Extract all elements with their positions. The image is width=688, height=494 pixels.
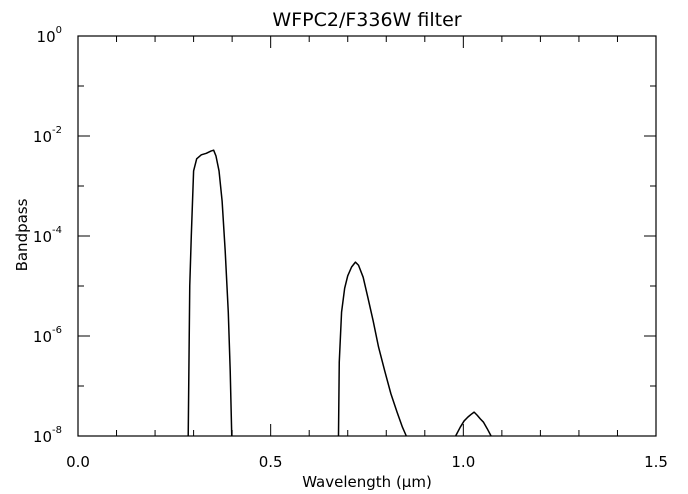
x-tick-label: 0.5: [259, 453, 283, 471]
y-tick-label: 10-8: [33, 425, 62, 446]
y-tick-label: 10-2: [33, 125, 62, 146]
chart-title: WFPC2/F336W filter: [272, 9, 461, 31]
x-tick-label: 1.0: [451, 453, 475, 471]
y-axis-label: Bandpass: [13, 198, 31, 271]
bandpass-curve-segment: [187, 149, 233, 437]
y-tick-label: 10-4: [33, 225, 62, 246]
axis-ticks: 0.0 0.5 1.0 1.5 100 10-2 10-4 10-6 10-8: [33, 25, 668, 471]
plot-frame: [77, 35, 657, 437]
x-axis-label: Wavelength (μm): [302, 473, 432, 491]
x-tick-label: 1.5: [644, 453, 668, 471]
bandpass-curve-segment: [337, 261, 407, 437]
data-series: [187, 149, 492, 437]
x-tick-label: 0.0: [66, 453, 90, 471]
bandpass-curve-segment: [454, 411, 492, 437]
y-tick-label: 10-6: [33, 325, 62, 346]
y-tick-label: 100: [37, 25, 62, 46]
